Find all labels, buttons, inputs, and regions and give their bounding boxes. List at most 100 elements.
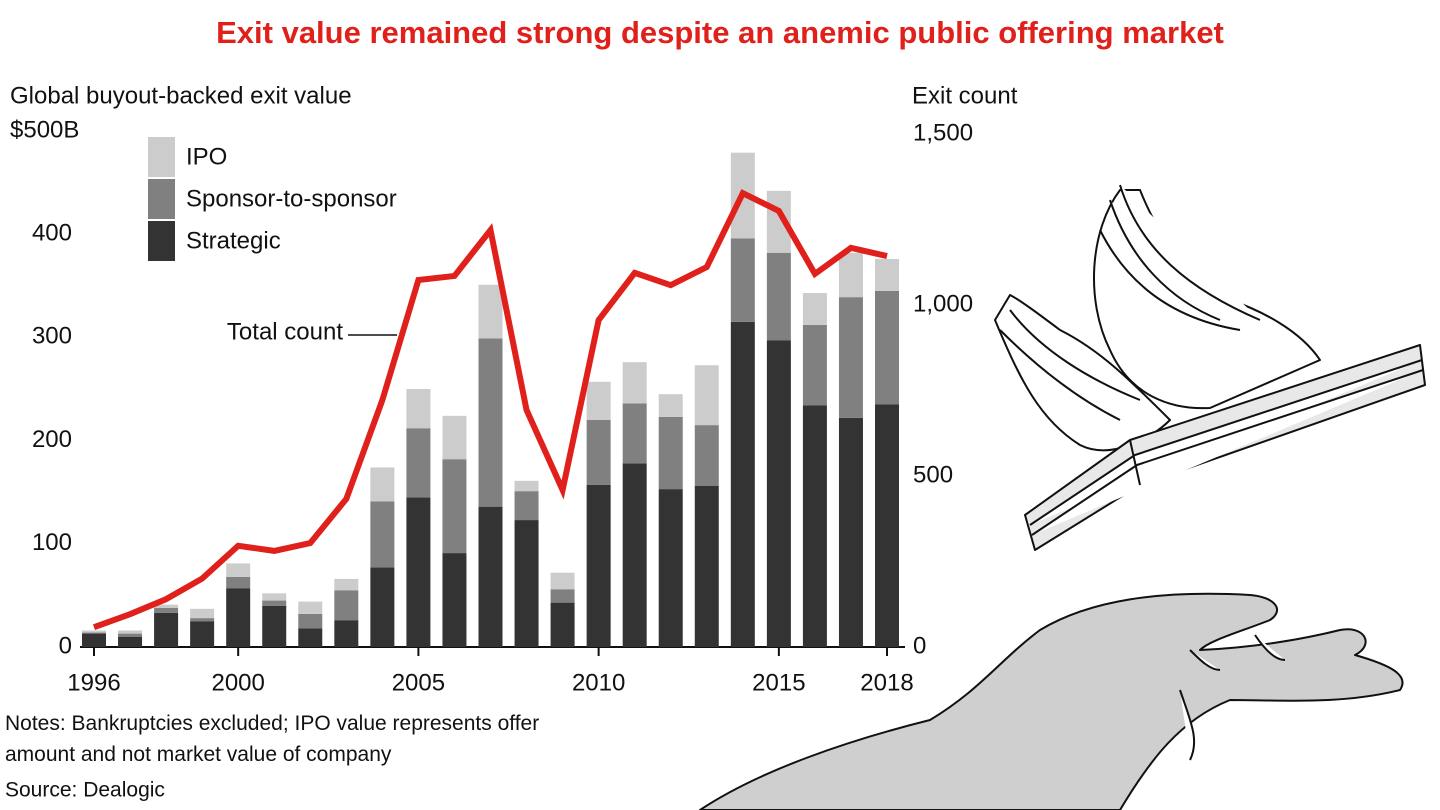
bar-segment <box>802 325 827 406</box>
bar-segment <box>442 553 467 647</box>
bar-segment <box>442 459 467 554</box>
bar-segment <box>514 520 539 647</box>
y-tick-label: 100 <box>32 529 72 556</box>
bar-segment <box>370 501 395 568</box>
y2-tick-label: 500 <box>913 461 953 488</box>
bar-segment <box>118 636 143 647</box>
bar-segment <box>586 419 611 485</box>
bar-segment <box>694 486 719 647</box>
bar-segment <box>766 252 791 341</box>
x-tick-label: 2018 <box>860 669 913 696</box>
bar-segment <box>550 572 575 590</box>
bar-segment <box>226 576 251 589</box>
bar-segment <box>298 601 323 614</box>
bar-segment <box>190 608 215 619</box>
bar-segment <box>875 258 899 291</box>
bar-segment <box>514 480 539 492</box>
bar-segment <box>334 578 359 591</box>
bar-segment <box>550 589 575 603</box>
legend-label: Strategic <box>186 227 281 254</box>
bar-segment <box>154 612 179 647</box>
bar-segment <box>622 463 647 647</box>
y-axis-title: Global buyout-backed exit value <box>10 82 352 109</box>
notes-line: Notes: Bankruptcies excluded; IPO value … <box>5 712 539 735</box>
bar-segment <box>478 506 503 647</box>
bar-segment <box>658 394 683 417</box>
bar-segment <box>514 491 539 521</box>
bar-segment <box>154 604 179 608</box>
bar-segment <box>802 405 827 647</box>
bar-segment <box>298 628 323 647</box>
bar-segment <box>478 338 503 507</box>
bar-segment <box>622 362 647 404</box>
bar-segment <box>875 404 899 647</box>
bar-segment <box>838 417 863 647</box>
legend-swatch <box>148 137 175 177</box>
bar-segment <box>406 389 431 429</box>
notes: Notes: Bankruptcies excluded; IPO value … <box>5 712 539 766</box>
bar-segment <box>262 605 287 647</box>
bar-segment <box>190 618 215 622</box>
bar-segment <box>406 428 431 498</box>
bar-segment <box>406 497 431 647</box>
bar-segment <box>802 293 827 326</box>
bar-segment <box>766 340 791 647</box>
annotation: Total count <box>227 318 343 345</box>
bar-segment <box>226 563 251 577</box>
y-tick-label: $500B <box>10 116 79 143</box>
x-tick-label: 2000 <box>211 669 264 696</box>
bar-segment <box>370 467 395 502</box>
bar-segment <box>334 590 359 621</box>
bar-segment <box>586 484 611 647</box>
bar-segment <box>118 630 143 634</box>
source: Source: Dealogic <box>5 779 165 802</box>
bar-segment <box>875 290 899 405</box>
bar-segment <box>730 238 755 322</box>
bar-segment <box>694 365 719 426</box>
notes-line: amount and not market value of company <box>5 743 392 766</box>
y-tick-label: 200 <box>32 426 72 453</box>
bar-segment <box>82 632 106 634</box>
chart-title: Exit value remained strong despite an an… <box>216 15 1224 50</box>
x-tick-label: 2010 <box>572 669 625 696</box>
bar-segment <box>262 593 287 601</box>
x-tick-label: 1996 <box>67 669 120 696</box>
bar-segment <box>658 416 683 490</box>
bar-segment <box>334 620 359 647</box>
bar-segment <box>622 403 647 464</box>
legend-swatch <box>148 179 175 219</box>
bar-segment <box>262 600 287 606</box>
line <box>92 189 888 630</box>
y-tick-label: 400 <box>32 220 72 247</box>
bar-segment <box>550 602 575 647</box>
bar-segment <box>298 613 323 629</box>
illustration <box>699 184 1426 810</box>
bar-segment <box>370 567 395 647</box>
bar-segment <box>82 633 106 647</box>
bar-segment <box>730 321 755 647</box>
legend-swatch <box>148 221 175 261</box>
bar-segment <box>118 633 143 637</box>
x-tick-label: 2005 <box>392 669 445 696</box>
bar-segment <box>838 297 863 418</box>
y2-tick-label: 1,000 <box>913 290 973 317</box>
bar-segment <box>82 630 106 633</box>
x-tick-label: 2015 <box>752 669 805 696</box>
bar-segment <box>226 588 251 647</box>
y-tick-label: 0 <box>59 632 72 659</box>
y2-tick-label: 0 <box>913 632 926 659</box>
bar-segment <box>586 381 611 420</box>
bar-segment <box>190 621 215 647</box>
y2-axis-title: Exit count <box>912 82 1018 109</box>
bar-segment <box>478 284 503 339</box>
bar-segment <box>694 425 719 487</box>
bar-segment <box>442 415 467 460</box>
legend-label: IPO <box>186 143 227 170</box>
legend-label: Sponsor-to-sponsor <box>186 185 397 212</box>
y2-tick-label: 1,500 <box>913 119 973 146</box>
bar-segment <box>658 489 683 647</box>
bar-segment <box>154 607 179 613</box>
y-tick-label: 300 <box>32 323 72 350</box>
bar-segment <box>838 252 863 298</box>
